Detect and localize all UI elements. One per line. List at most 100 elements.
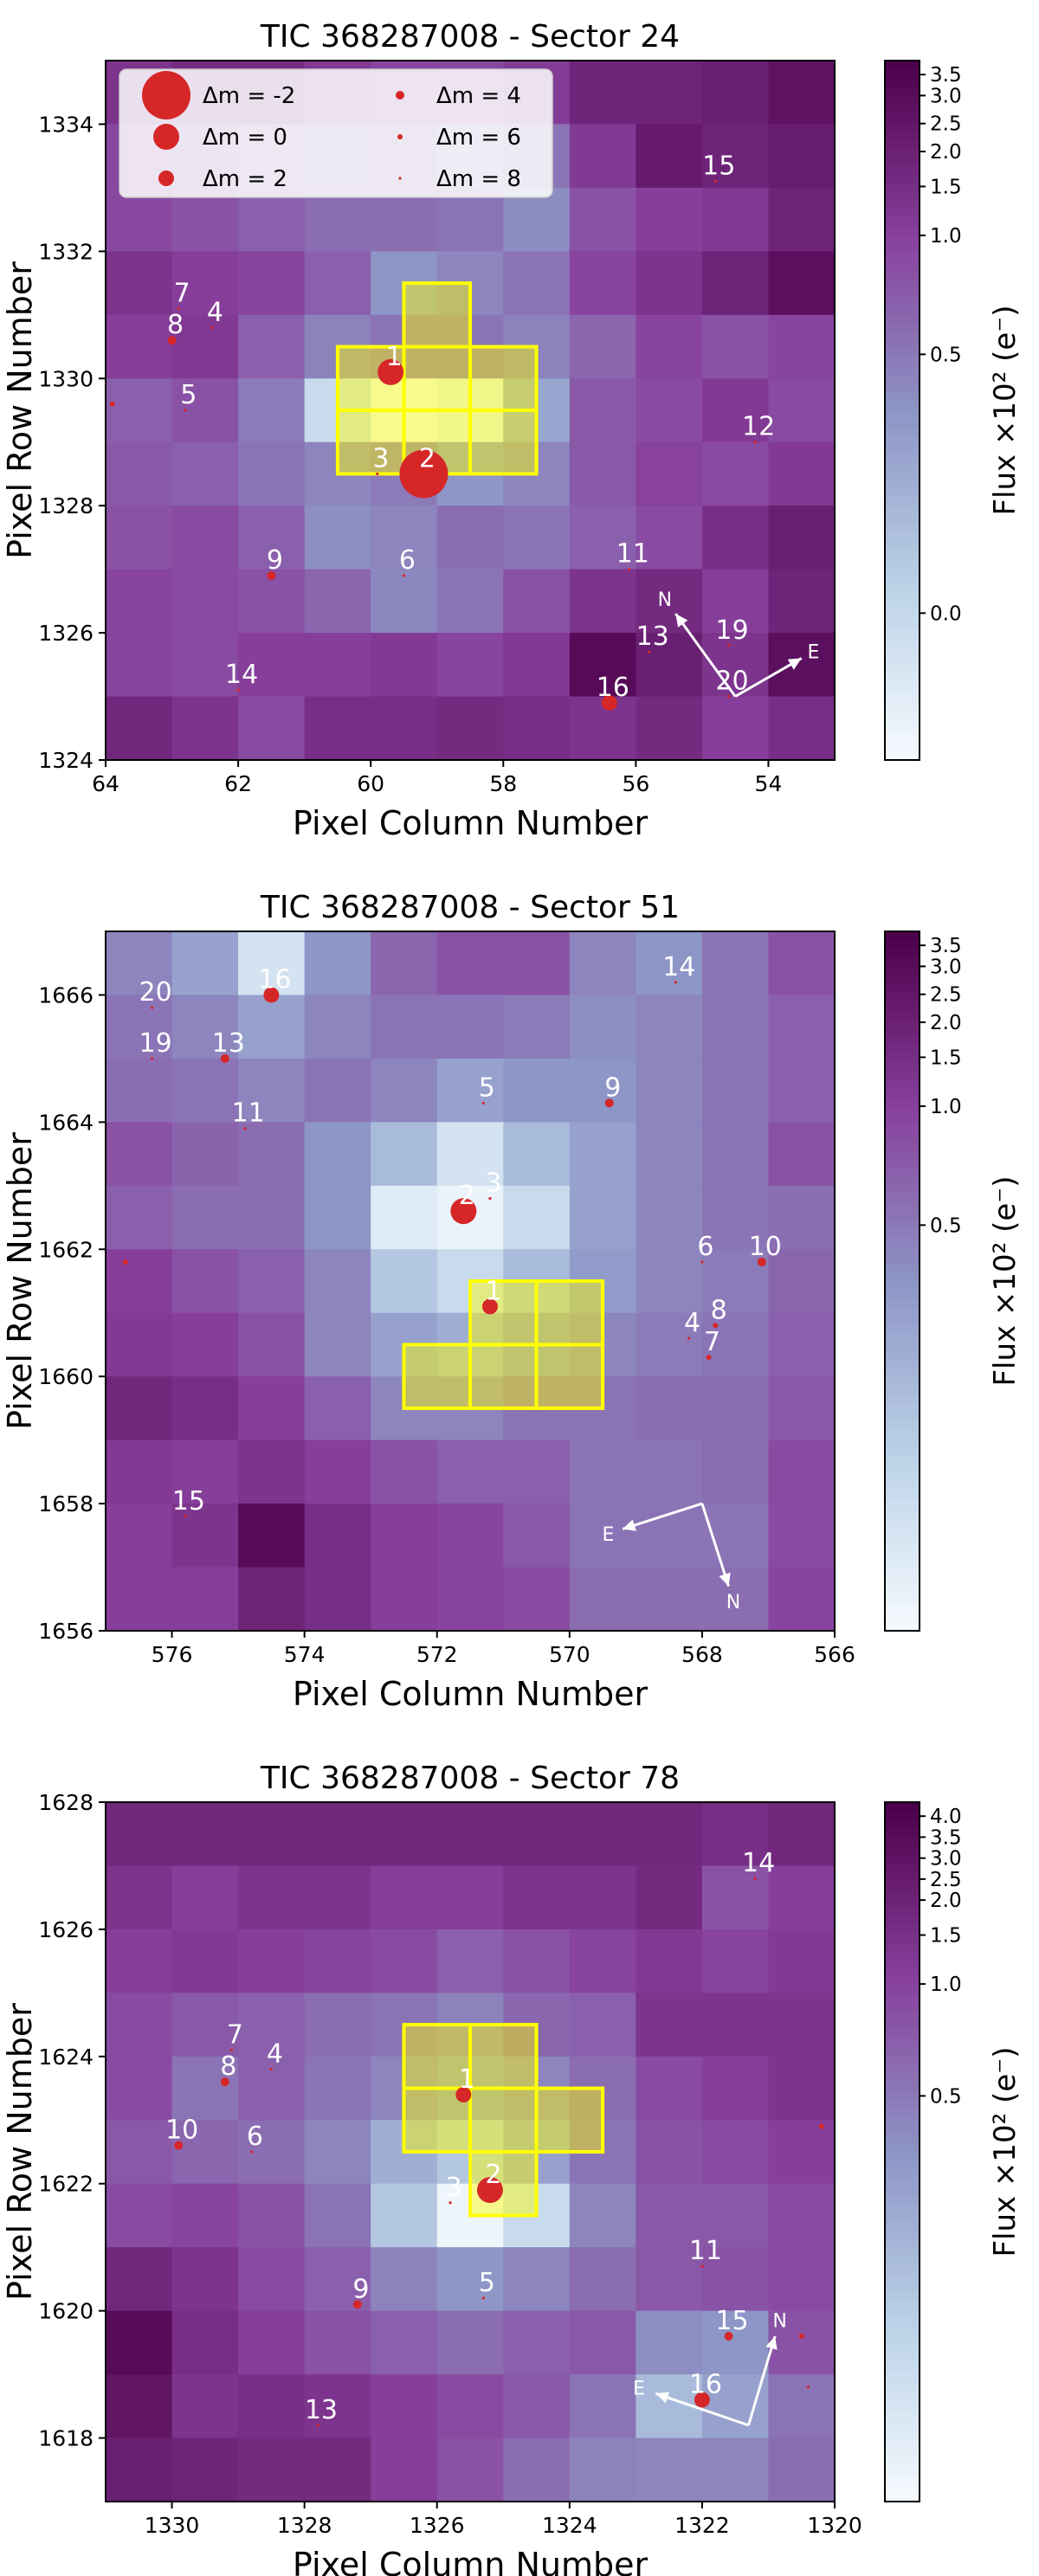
heatmap-cell	[106, 1249, 173, 1314]
star-marker	[726, 644, 731, 647]
heatmap-cell	[436, 2247, 504, 2312]
star-label: 2	[459, 1181, 475, 1211]
heatmap-cell	[238, 251, 306, 316]
colorbar-step	[885, 2475, 920, 2485]
colorbar-step	[885, 2212, 920, 2223]
colorbar-frame	[884, 931, 920, 1632]
heatmap-cell	[171, 569, 239, 634]
colorbar-step	[885, 1036, 920, 1046]
y-tick-label: 1622	[38, 2172, 94, 2197]
colorbar-step	[885, 524, 920, 533]
colorbar-step	[885, 1097, 920, 1107]
heatmap-cell	[371, 1249, 438, 1314]
x-tick-label: 56	[622, 771, 649, 796]
heatmap-cell	[569, 314, 636, 379]
colorbar-step	[885, 226, 920, 236]
heatmap-cell	[171, 251, 239, 316]
star-marker	[481, 1101, 485, 1104]
x-tick-label: 572	[416, 1642, 458, 1667]
colorbar-step	[885, 1986, 920, 1995]
colorbar-step	[885, 2265, 920, 2275]
colorbar-step	[885, 2230, 920, 2240]
aperture-pixel	[534, 1279, 605, 1347]
colorbar-tick-label: 3.0	[930, 956, 962, 978]
colorbar-step	[885, 375, 920, 385]
colorbar-step	[885, 323, 920, 332]
star-label: 14	[742, 1848, 775, 1878]
heatmap-cell	[768, 1802, 836, 1867]
colorbar-step	[885, 113, 920, 123]
star-marker	[713, 1323, 719, 1329]
heatmap-cell	[701, 2120, 770, 2185]
colorbar-tick-label: 2.0	[930, 141, 962, 164]
heatmap-cell	[768, 61, 836, 126]
x-tick-label: 574	[284, 1642, 326, 1667]
star-label: 8	[167, 310, 184, 340]
star-marker	[753, 441, 757, 444]
colorbar-step	[885, 1890, 920, 1899]
y-tick-label: 1624	[38, 2045, 94, 2070]
legend-label: Δm = -2	[203, 83, 295, 109]
aperture-pixel	[468, 2150, 539, 2218]
colorbar-tick-label: 1.5	[930, 1925, 962, 1948]
star-marker	[648, 650, 651, 654]
heatmap-cell	[569, 2310, 636, 2375]
heatmap-cell	[768, 1122, 836, 1187]
star-label: 5	[479, 2268, 495, 2298]
heatmap-cell	[371, 506, 438, 570]
legend-box	[119, 68, 553, 198]
colorbar-step	[885, 1811, 920, 1820]
heatmap-cell	[636, 2310, 703, 2375]
aperture-pixel	[534, 2086, 605, 2154]
colorbar-step	[885, 445, 920, 455]
star-marker	[700, 1260, 704, 1264]
colorbar-step	[885, 2038, 920, 2048]
heatmap-cell	[701, 1993, 770, 2058]
colorbar-step	[885, 2431, 920, 2441]
x-axis-label: Pixel Column Number	[293, 2546, 649, 2576]
heatmap-cell	[371, 1058, 438, 1123]
heatmap-cell	[636, 314, 703, 379]
star-marker	[378, 358, 404, 385]
heatmap-cell	[171, 1929, 239, 1993]
colorbar-step	[885, 1079, 920, 1090]
chart-title: TIC 368287008 - Sector 78	[260, 1761, 680, 1796]
heatmap-cell	[701, 1376, 770, 1441]
colorbar-tick-label: 2.5	[930, 113, 962, 136]
x-tick-label: 1324	[542, 2513, 597, 2538]
heatmap-cell	[569, 1439, 636, 1504]
colorbar-step	[885, 724, 920, 735]
heatmap-cell	[768, 1929, 836, 1993]
heatmap-cell	[106, 441, 173, 506]
colorbar-step	[885, 410, 920, 420]
star-marker	[167, 336, 177, 345]
compass-east-label: E	[808, 642, 820, 664]
colorbar-step	[885, 2291, 920, 2302]
heatmap-cell	[106, 633, 173, 698]
heatmap-cell	[569, 1058, 636, 1123]
heatmap-cell	[636, 61, 703, 126]
colorbar-step	[885, 699, 920, 708]
star-marker	[184, 1515, 187, 1518]
colorbar-step	[885, 1263, 920, 1273]
x-tick-label: 58	[489, 771, 517, 796]
heatmap-cell	[106, 1185, 173, 1250]
heatmap-cell	[106, 1802, 173, 1867]
heatmap-cell	[636, 1993, 703, 2058]
star-label: 13	[636, 621, 669, 652]
colorbar-step	[885, 515, 920, 525]
aperture-pixel	[402, 345, 473, 412]
y-tick-label: 1662	[38, 1237, 94, 1262]
star-marker	[455, 2086, 472, 2103]
heatmap-cell	[768, 1865, 836, 1930]
legend: Δm = -2 Δm = 4 Δm = 0 Δm = 6 Δm = 2 Δm = 8	[119, 68, 553, 198]
colorbar-step	[885, 541, 920, 551]
star-label: 6	[247, 2122, 263, 2152]
star-label: 12	[742, 412, 775, 442]
heatmap-cell	[106, 2310, 173, 2375]
colorbar-step	[885, 1132, 920, 1142]
heatmap-cell	[371, 1567, 438, 1632]
colorbar-step	[885, 191, 920, 202]
heatmap-cell	[636, 2056, 703, 2121]
x-tick-label: 576	[152, 1642, 193, 1667]
